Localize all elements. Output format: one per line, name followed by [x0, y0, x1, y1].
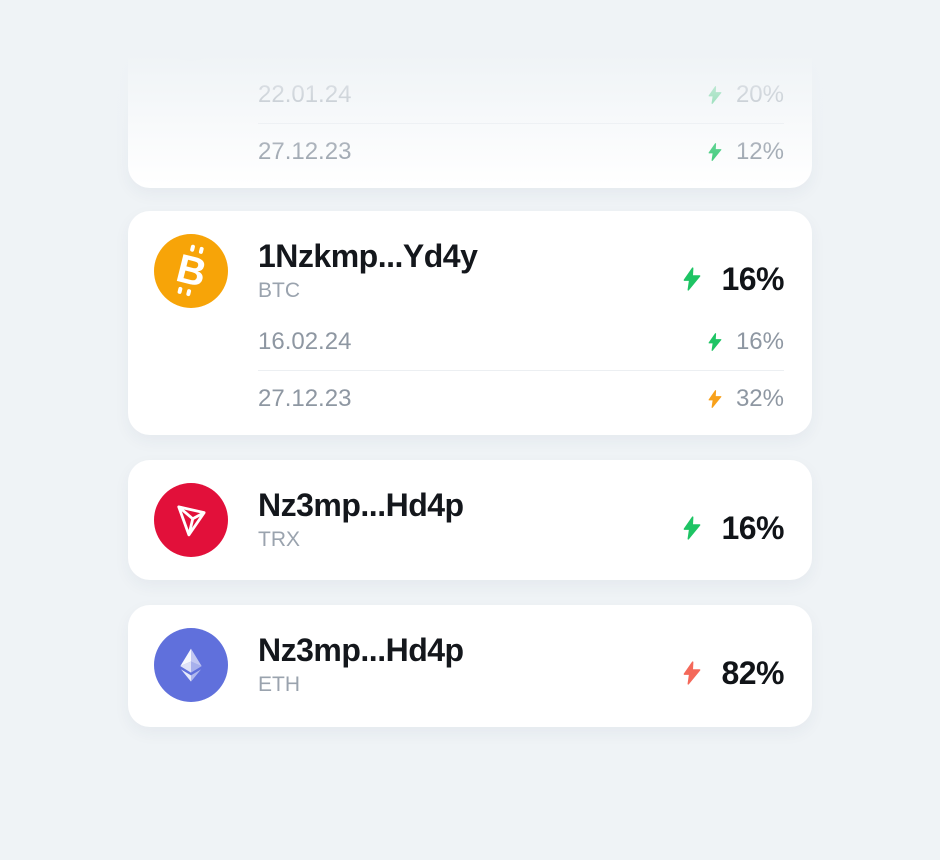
- bitcoin-icon: B: [154, 234, 228, 308]
- history-date: 27.12.23: [258, 138, 352, 165]
- asset-card-previous[interactable]: 22.01.24 20% 27.12.23 12%: [128, 0, 812, 188]
- lightning-bolt-icon: [705, 141, 725, 163]
- ghost-coin-icon: [154, 0, 228, 61]
- asset-change: 82%: [679, 655, 784, 691]
- asset-info: Nz3mp...Hd4p TRX: [258, 487, 464, 553]
- asset-card-eth[interactable]: Nz3mp...Hd4p ETH 82%: [128, 605, 812, 727]
- history-row: 27.12.23 32%: [258, 370, 784, 427]
- card-header: Nz3mp...Hd4p ETH 82%: [128, 605, 812, 702]
- lightning-bolt-icon: [679, 513, 705, 543]
- history-change: 12%: [705, 138, 784, 166]
- history-list: 22.01.24 20% 27.12.23 12%: [258, 67, 784, 180]
- history-change-value: 16%: [735, 328, 784, 355]
- asset-symbol: BTC: [258, 279, 300, 302]
- card-header: B 1Nzkmp...Yd4y BTC 16%: [128, 211, 812, 308]
- card-header: Nz3mp...Hd4p TRX 16%: [128, 460, 812, 557]
- history-date: 22.01.24: [258, 81, 352, 108]
- history-change-value: 20%: [735, 81, 784, 108]
- card-header: [128, 0, 812, 61]
- history-change: 20%: [705, 81, 784, 109]
- asset-card-trx[interactable]: Nz3mp...Hd4p TRX 16%: [128, 460, 812, 580]
- lightning-bolt-icon: [705, 388, 725, 410]
- ethereum-icon: [154, 628, 228, 702]
- history-date: 16.02.24: [258, 328, 352, 355]
- asset-info: Nz3mp...Hd4p ETH: [258, 632, 464, 698]
- asset-symbol: ETH: [258, 673, 300, 696]
- wallet-address: Nz3mp...Hd4p: [258, 632, 464, 668]
- lightning-bolt-icon: [705, 331, 725, 353]
- tron-icon: [154, 483, 228, 557]
- lightning-bolt-icon: [679, 264, 705, 294]
- asset-change: 16%: [679, 510, 784, 546]
- history-change-value: 12%: [735, 138, 784, 165]
- asset-change-value: 16%: [721, 509, 784, 546]
- history-row: 22.01.24 20%: [258, 67, 784, 123]
- history-date: 27.12.23: [258, 385, 352, 412]
- history-row: 16.02.24 16%: [258, 314, 784, 370]
- bitcoin-b-glyph: B: [172, 244, 211, 297]
- asset-change-value: 16%: [721, 260, 784, 297]
- asset-info: 1Nzkmp...Yd4y BTC: [258, 238, 478, 304]
- asset-card-btc[interactable]: B 1Nzkmp...Yd4y BTC 16% 16.02.24: [128, 211, 812, 435]
- asset-change-value: 82%: [721, 654, 784, 691]
- history-row: 27.12.23 12%: [258, 123, 784, 180]
- history-change: 32%: [705, 385, 784, 413]
- lightning-bolt-icon: [705, 84, 725, 106]
- history-change: 16%: [705, 328, 784, 356]
- wallet-address: Nz3mp...Hd4p: [258, 487, 464, 523]
- asset-symbol: TRX: [258, 528, 300, 551]
- lightning-bolt-icon: [679, 658, 705, 688]
- history-list: 16.02.24 16% 27.12.23 32%: [258, 314, 784, 427]
- history-change-value: 32%: [735, 385, 784, 412]
- asset-change: 16%: [679, 261, 784, 297]
- wallet-address: 1Nzkmp...Yd4y: [258, 238, 478, 274]
